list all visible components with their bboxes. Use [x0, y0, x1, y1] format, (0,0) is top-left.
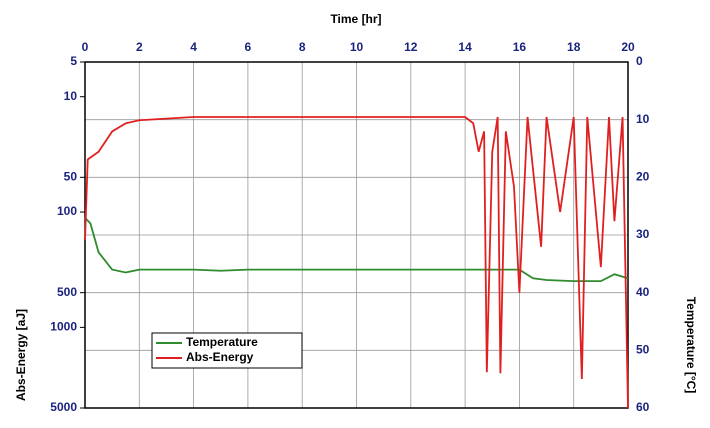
y-tick-label: 5 [70, 54, 77, 68]
x-tick-label: 20 [621, 40, 635, 54]
y2-tick-label: 40 [636, 285, 650, 299]
y-tick-label: 10 [64, 89, 78, 103]
legend-label: Temperature [186, 335, 258, 349]
x-axis-label: Time [hr] [330, 12, 381, 26]
x-tick-label: 2 [136, 40, 143, 54]
x-tick-label: 18 [567, 40, 581, 54]
y-tick-label: 50 [64, 170, 78, 184]
x-tick-label: 14 [458, 40, 472, 54]
x-tick-label: 6 [245, 40, 252, 54]
y2-tick-label: 0 [636, 54, 643, 68]
data-line [84, 116, 629, 409]
x-tick-label: 12 [404, 40, 418, 54]
y-axis-label: Abs-Energy [aJ] [14, 309, 28, 401]
y2-tick-label: 20 [636, 170, 650, 184]
x-tick-label: 10 [350, 40, 364, 54]
x-tick-label: 4 [190, 40, 197, 54]
x-tick-label: 16 [513, 40, 527, 54]
legend-box [151, 332, 303, 369]
y2-tick-label: 50 [636, 343, 650, 357]
y2-tick-label: 60 [636, 400, 650, 414]
y2-axis-label: Temperature [°C] [684, 297, 698, 394]
y-tick-label: 5000 [50, 400, 77, 414]
y-tick-label: 100 [57, 204, 77, 218]
y-tick-label: 1000 [50, 320, 77, 334]
y2-tick-label: 10 [636, 112, 650, 126]
legend-label: Abs-Energy [186, 350, 254, 364]
x-tick-label: 0 [82, 40, 89, 54]
y-tick-label: 500 [57, 285, 77, 299]
data-line [84, 217, 629, 283]
x-tick-label: 8 [299, 40, 306, 54]
y2-tick-label: 30 [636, 227, 650, 241]
